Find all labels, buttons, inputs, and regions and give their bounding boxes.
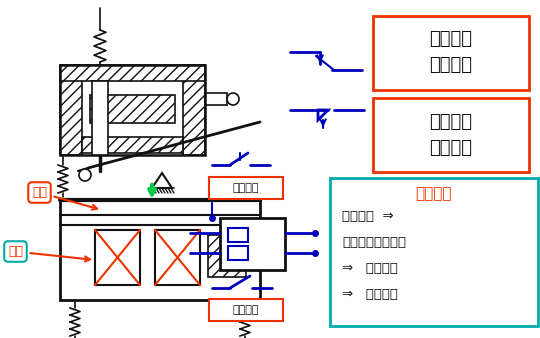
Text: 衔铁: 衔铁 [32, 186, 97, 210]
Bar [60, 65, 82, 155]
Bar [82, 137, 183, 153]
Bar [228, 246, 248, 260]
Text: 常闭触头
延时打开: 常闭触头 延时打开 [429, 113, 472, 157]
Bar [60, 200, 260, 300]
Text: 衔铁吸合（向下）: 衔铁吸合（向下） [342, 236, 406, 248]
Bar [95, 230, 140, 285]
Text: 线圈: 线圈 [8, 245, 90, 261]
Bar [90, 95, 175, 123]
FancyBboxPatch shape [209, 299, 283, 321]
Text: 常闭触头: 常闭触头 [233, 183, 259, 193]
Bar [82, 137, 183, 153]
Bar [60, 65, 205, 81]
FancyBboxPatch shape [373, 16, 529, 90]
Circle shape [79, 169, 91, 181]
Bar [92, 81, 108, 155]
Text: 常开触头
延时闭合: 常开触头 延时闭合 [429, 30, 472, 74]
Polygon shape [152, 173, 172, 188]
Bar [208, 235, 246, 277]
Polygon shape [318, 110, 328, 120]
Bar [90, 95, 175, 123]
Bar [60, 65, 82, 155]
FancyBboxPatch shape [330, 178, 538, 326]
Bar [155, 230, 200, 285]
FancyBboxPatch shape [373, 98, 529, 172]
Text: ⇒   连杆动作: ⇒ 连杆动作 [342, 262, 398, 274]
Bar [205, 93, 227, 105]
Text: 常开触头: 常开触头 [233, 305, 259, 315]
Bar [60, 65, 205, 155]
Bar [208, 235, 246, 277]
Circle shape [227, 93, 239, 105]
Bar [220, 218, 285, 270]
Bar [228, 228, 248, 242]
FancyBboxPatch shape [209, 177, 283, 199]
Text: 线圈通电  ⇒: 线圈通电 ⇒ [342, 210, 394, 222]
Bar [60, 65, 205, 81]
Text: 动作过程: 动作过程 [416, 187, 453, 201]
Bar [183, 65, 205, 155]
Bar [183, 65, 205, 155]
Text: ⇒   触头动作: ⇒ 触头动作 [342, 288, 398, 300]
